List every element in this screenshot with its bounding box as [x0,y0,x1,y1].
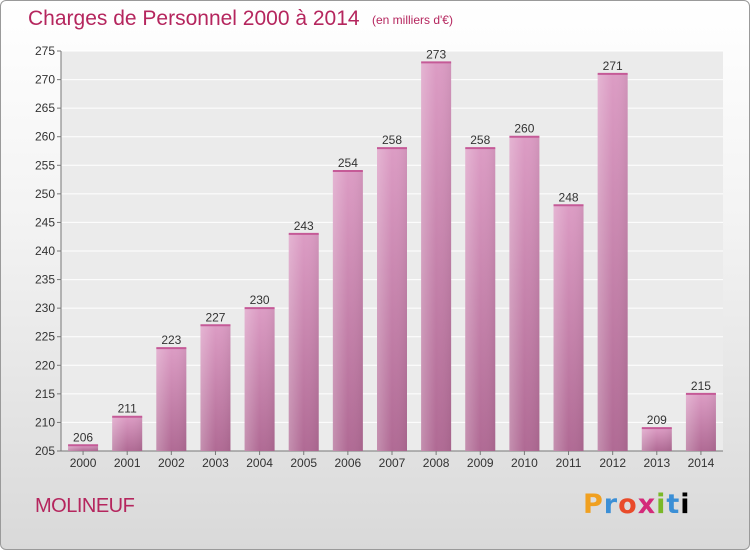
y-tick-label: 215 [35,387,55,401]
bar-shine [244,308,275,451]
bar-shine [509,136,540,451]
chart-title: Charges de Personnel 2000 à 2014 [28,7,360,30]
bar-shine [200,325,231,451]
x-tick-label: 2006 [335,456,362,470]
bar-shine [553,205,584,451]
chart-subtitle: (en milliers d'€) [372,13,453,27]
y-tick-label: 270 [35,73,55,87]
bar-shine [377,148,407,451]
x-tick-label: 2013 [643,456,670,470]
bar-shine [288,233,319,451]
bar-shine [112,416,143,451]
bar-value-label: 206 [73,430,93,444]
bar-shine [68,445,99,451]
y-tick-label: 260 [35,130,55,144]
y-tick-label: 250 [35,187,55,201]
bar-value-label: 230 [250,293,270,307]
bar-value-label: 215 [691,379,711,393]
x-tick-label: 2012 [599,456,626,470]
x-tick-label: 2010 [511,456,538,470]
bar-shine [597,73,628,451]
bar-value-label: 271 [603,59,623,73]
y-tick-label: 255 [35,158,55,172]
x-tick-label: 2009 [467,456,494,470]
bar-value-label: 223 [161,333,181,347]
x-tick-label: 2008 [423,456,450,470]
x-tick-label: 2005 [290,456,317,470]
bar-shine [332,171,363,451]
bar-value-label: 243 [294,219,314,233]
bar-value-label: 248 [559,190,579,204]
commune-name: MOLINEUF [35,495,135,517]
bar-value-label: 258 [470,133,490,147]
y-tick-label: 230 [35,301,55,315]
bar-shine [421,62,452,452]
bar-value-label: 260 [514,122,534,136]
bar-value-label: 211 [118,402,137,416]
x-tick-label: 2002 [158,456,185,470]
bar-value-label: 209 [647,413,667,427]
bar-value-label: 227 [205,310,225,324]
x-tick-label: 2014 [688,456,715,470]
y-tick-label: 275 [35,44,55,58]
x-tick-label: 2011 [556,456,582,470]
bar-shine [641,428,672,451]
bar-value-label: 254 [338,156,358,170]
x-tick-label: 2000 [70,456,97,470]
y-tick-label: 235 [35,273,55,287]
y-tick-label: 210 [35,415,55,429]
x-tick-label: 2003 [202,456,229,470]
x-tick-label: 2001 [114,456,141,470]
bar-value-label: 273 [426,47,446,61]
bar-value-label: 258 [382,133,402,147]
y-tick-label: 265 [35,101,55,115]
bar-shine [685,393,716,451]
y-tick-label: 225 [35,330,55,344]
y-tick-label: 220 [35,358,55,372]
y-tick-label: 240 [35,244,55,258]
x-tick-label: 2007 [379,456,406,470]
bar-shine [465,148,496,451]
bar-shine [156,348,187,451]
proxiti-logo[interactable]: Proxiti [583,489,691,520]
x-tick-label: 2004 [246,456,273,470]
y-tick-label: 245 [35,215,55,229]
y-tick-label: 205 [35,444,55,458]
